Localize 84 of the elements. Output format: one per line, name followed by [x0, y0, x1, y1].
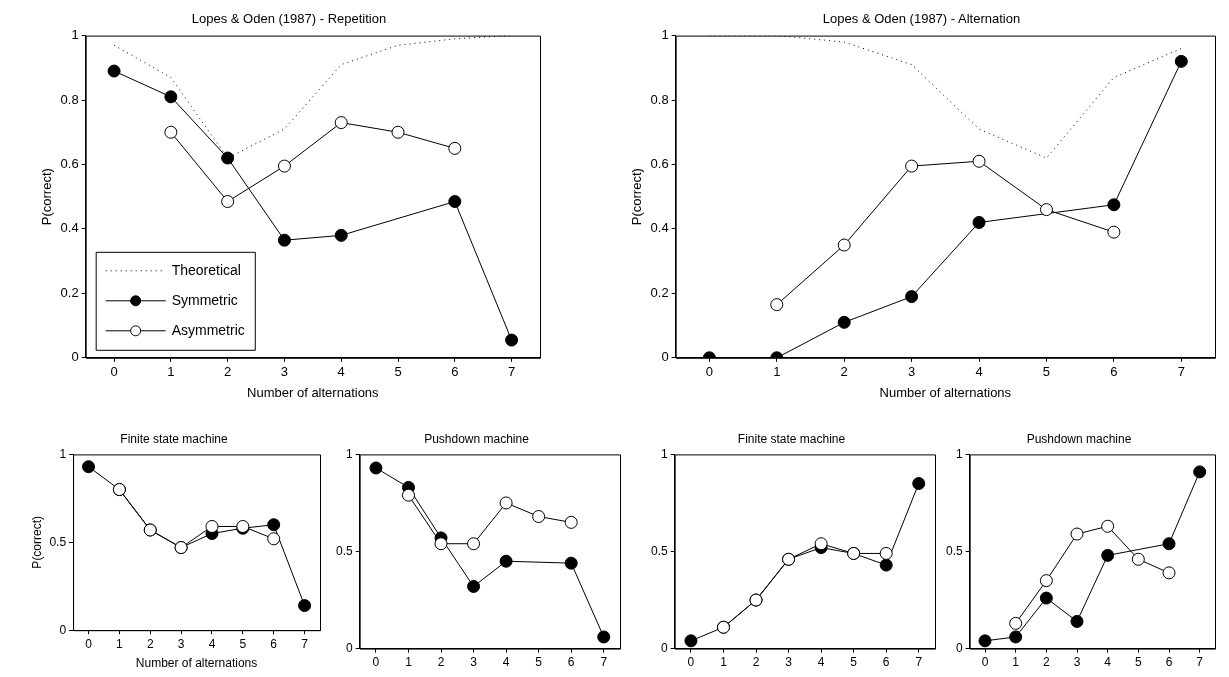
- y-axis-title: P(correct): [29, 515, 44, 569]
- y-tick-label: 0.5: [945, 543, 963, 558]
- y-tick-label: 0.2: [60, 284, 79, 300]
- x-tick-label: 5: [1042, 364, 1051, 380]
- x-tick-label: 5: [394, 364, 402, 380]
- y-tick-label: 1: [955, 446, 963, 461]
- x-tick-label: 6: [451, 364, 459, 380]
- y-tick-label: 0.2: [650, 284, 669, 300]
- y-tick-label: 0.5: [335, 543, 353, 558]
- x-axis-title: Number of alternations: [135, 656, 258, 671]
- x-tick-label: 6: [882, 655, 890, 670]
- chart-title: Finite state machine: [737, 431, 846, 446]
- x-tick-label: 1: [773, 364, 781, 380]
- x-tick-label: 4: [337, 364, 345, 380]
- chart-title: Finite state machine: [120, 431, 229, 446]
- y-axis-title: P(correct): [629, 168, 645, 226]
- x-tick-label: 4: [502, 655, 510, 670]
- x-tick-label: 2: [224, 364, 232, 380]
- x-tick-label: 0: [705, 364, 713, 380]
- x-tick-label: 3: [785, 655, 793, 670]
- x-tick-label: 6: [1165, 655, 1173, 670]
- chart-title: Lopes & Oden (1987) - Repetition: [191, 11, 387, 27]
- x-axis-title: Number of alternations: [879, 384, 1012, 400]
- x-tick-label: 3: [280, 364, 289, 380]
- x-tick-label: 1: [405, 655, 413, 670]
- x-tick-label: 5: [239, 636, 247, 651]
- x-tick-label: 7: [507, 364, 516, 380]
- x-tick-label: 4: [208, 636, 216, 651]
- y-tick-label: 0: [59, 622, 67, 637]
- x-tick-label: 4: [975, 364, 983, 380]
- chart-title: Pushdown machine: [1026, 431, 1132, 446]
- x-tick-label: 4: [817, 655, 825, 670]
- y-tick-label: 0: [661, 349, 669, 365]
- x-tick-label: 6: [567, 655, 575, 670]
- x-tick-label: 6: [270, 636, 278, 651]
- y-tick-label: 1: [661, 27, 669, 43]
- x-tick-label: 5: [535, 655, 543, 670]
- x-tick-label: 7: [301, 636, 309, 651]
- legend-label: Symmetric: [171, 291, 238, 308]
- x-tick-label: 3: [1073, 655, 1081, 670]
- x-tick-label: 2: [752, 655, 760, 670]
- x-tick-label: 0: [687, 655, 695, 670]
- y-tick-label: 1: [71, 27, 79, 43]
- x-tick-label: 2: [146, 636, 154, 651]
- y-axis-title: P(correct): [39, 168, 55, 226]
- x-tick-label: 7: [1196, 655, 1204, 670]
- x-tick-label: 6: [1110, 364, 1118, 380]
- x-tick-label: 2: [1043, 655, 1050, 670]
- x-tick-label: 5: [1134, 655, 1142, 670]
- x-tick-label: 7: [915, 655, 923, 670]
- x-tick-label: 1: [116, 636, 124, 651]
- y-tick-label: 0.6: [650, 156, 669, 172]
- x-tick-label: 1: [167, 364, 175, 380]
- y-tick-label: 0.5: [49, 534, 67, 549]
- y-tick-label: 1: [59, 446, 67, 461]
- y-tick-label: 0.8: [650, 91, 669, 107]
- x-tick-label: 7: [600, 655, 608, 670]
- x-tick-label: 1: [1012, 655, 1020, 670]
- x-axis-title: Number of alternations: [247, 384, 380, 400]
- x-tick-label: 0: [110, 364, 118, 380]
- y-tick-label: 0.4: [60, 220, 79, 236]
- x-tick-label: 3: [908, 364, 916, 380]
- legend-label: Theoretical: [171, 261, 241, 278]
- x-tick-label: 0: [981, 655, 989, 670]
- y-tick-label: 0.5: [650, 543, 668, 558]
- legend-label: Asymmetric: [171, 321, 245, 338]
- x-tick-label: 3: [470, 655, 478, 670]
- y-tick-label: 1: [345, 446, 353, 461]
- y-tick-label: 0: [71, 349, 79, 365]
- x-tick-label: 7: [1177, 364, 1185, 380]
- x-tick-label: 1: [720, 655, 728, 670]
- chart-title: Lopes & Oden (1987) - Alternation: [822, 11, 1021, 27]
- x-tick-label: 2: [840, 364, 848, 380]
- y-tick-label: 0.6: [60, 156, 79, 172]
- x-tick-label: 0: [372, 655, 380, 670]
- y-tick-label: 1: [660, 446, 668, 461]
- x-tick-label: 4: [1104, 655, 1112, 670]
- x-tick-label: 2: [437, 655, 445, 670]
- y-tick-label: 0.4: [650, 220, 669, 236]
- x-tick-label: 0: [85, 636, 93, 651]
- chart-title: Pushdown machine: [424, 431, 530, 446]
- x-tick-label: 3: [177, 636, 185, 651]
- y-tick-label: 0.8: [60, 91, 79, 107]
- x-tick-label: 5: [850, 655, 858, 670]
